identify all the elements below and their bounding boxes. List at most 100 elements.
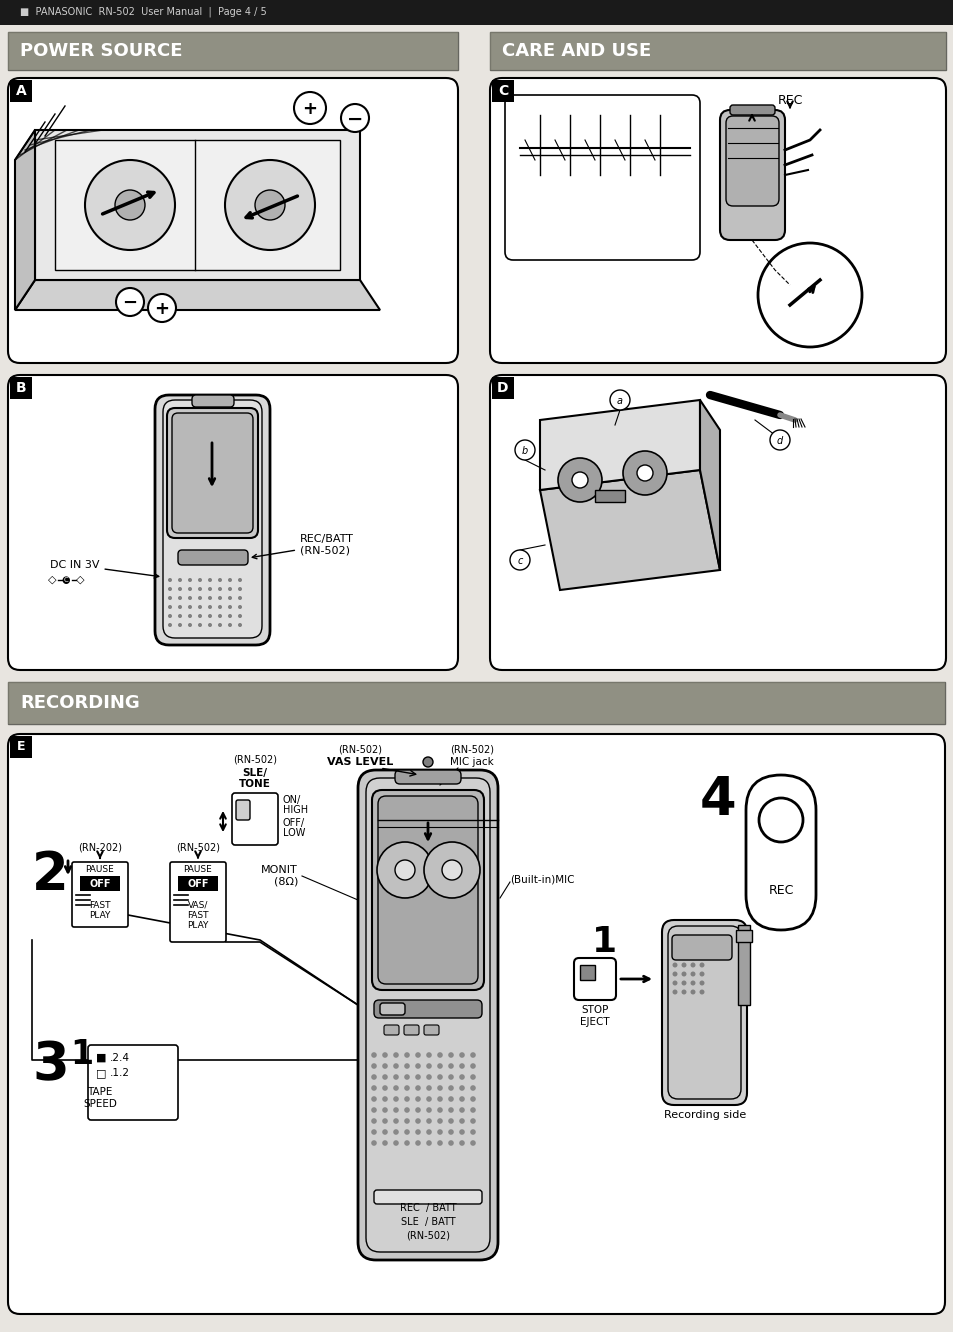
Circle shape [188, 614, 192, 618]
Polygon shape [55, 140, 339, 270]
Text: CARE AND USE: CARE AND USE [501, 43, 651, 60]
Circle shape [609, 390, 629, 410]
Polygon shape [539, 400, 700, 490]
Text: RECORDING: RECORDING [20, 694, 139, 713]
Circle shape [85, 160, 174, 250]
Circle shape [558, 458, 601, 502]
Circle shape [423, 842, 479, 898]
Circle shape [448, 1086, 454, 1091]
Circle shape [690, 963, 695, 967]
Circle shape [680, 980, 686, 986]
Text: PAUSE: PAUSE [183, 864, 213, 874]
FancyBboxPatch shape [423, 1026, 438, 1035]
Text: VAS/: VAS/ [188, 900, 208, 910]
Polygon shape [700, 400, 720, 570]
Circle shape [415, 1074, 420, 1080]
Circle shape [178, 595, 182, 599]
Circle shape [415, 1086, 420, 1091]
Circle shape [376, 842, 433, 898]
Circle shape [510, 550, 530, 570]
FancyBboxPatch shape [163, 400, 262, 638]
Bar [490, 32, 945, 71]
Circle shape [458, 1063, 464, 1068]
Circle shape [690, 990, 695, 995]
FancyBboxPatch shape [192, 396, 233, 408]
Circle shape [218, 605, 222, 609]
Circle shape [699, 980, 703, 986]
FancyBboxPatch shape [661, 920, 746, 1106]
Circle shape [422, 757, 433, 767]
Circle shape [637, 465, 652, 481]
Circle shape [168, 614, 172, 618]
Text: 1: 1 [592, 924, 617, 959]
Circle shape [371, 1074, 376, 1080]
Circle shape [470, 1086, 476, 1091]
Circle shape [198, 578, 202, 582]
Circle shape [218, 587, 222, 591]
Circle shape [458, 1086, 464, 1091]
Circle shape [415, 1140, 420, 1146]
Circle shape [680, 971, 686, 976]
Circle shape [198, 614, 202, 618]
Circle shape [188, 595, 192, 599]
Bar [0, 0, 953, 25]
FancyBboxPatch shape [377, 797, 477, 984]
Circle shape [178, 587, 182, 591]
Circle shape [168, 587, 172, 591]
FancyBboxPatch shape [8, 376, 457, 670]
Circle shape [188, 587, 192, 591]
Circle shape [441, 860, 461, 880]
Circle shape [436, 1074, 442, 1080]
Text: OFF: OFF [90, 879, 111, 888]
Text: PLAY: PLAY [90, 911, 111, 919]
Circle shape [404, 1074, 410, 1080]
FancyBboxPatch shape [395, 770, 460, 785]
Circle shape [393, 1130, 398, 1135]
Circle shape [168, 605, 172, 609]
FancyBboxPatch shape [366, 778, 490, 1252]
Circle shape [254, 190, 285, 220]
Circle shape [470, 1130, 476, 1135]
Circle shape [208, 623, 212, 627]
Bar [8, 32, 457, 71]
Bar [10, 377, 32, 400]
Circle shape [404, 1052, 410, 1058]
Text: PAUSE: PAUSE [86, 864, 114, 874]
Text: a: a [617, 396, 622, 406]
Circle shape [371, 1140, 376, 1146]
Circle shape [208, 595, 212, 599]
Circle shape [393, 1074, 398, 1080]
Circle shape [208, 578, 212, 582]
Circle shape [680, 963, 686, 967]
Circle shape [237, 614, 242, 618]
Text: C: C [497, 84, 508, 99]
Circle shape [393, 1118, 398, 1124]
Circle shape [382, 1118, 387, 1124]
Circle shape [218, 623, 222, 627]
Circle shape [237, 595, 242, 599]
Circle shape [404, 1086, 410, 1091]
Circle shape [382, 1140, 387, 1146]
Circle shape [168, 595, 172, 599]
Circle shape [426, 1074, 432, 1080]
Circle shape [436, 1140, 442, 1146]
Circle shape [228, 605, 232, 609]
Circle shape [228, 578, 232, 582]
Circle shape [448, 1074, 454, 1080]
FancyBboxPatch shape [374, 1000, 481, 1018]
Text: TAPE: TAPE [88, 1087, 112, 1098]
Bar [178, 876, 218, 891]
FancyBboxPatch shape [232, 793, 277, 844]
Text: ■: ■ [96, 1054, 107, 1063]
Circle shape [294, 92, 326, 124]
Text: ◇: ◇ [75, 575, 84, 585]
Bar [492, 80, 514, 103]
Circle shape [572, 472, 587, 488]
Circle shape [448, 1140, 454, 1146]
Circle shape [382, 1074, 387, 1080]
Circle shape [395, 860, 415, 880]
Circle shape [208, 605, 212, 609]
Circle shape [426, 1086, 432, 1091]
Text: MIC jack: MIC jack [450, 757, 494, 767]
Circle shape [470, 1107, 476, 1112]
